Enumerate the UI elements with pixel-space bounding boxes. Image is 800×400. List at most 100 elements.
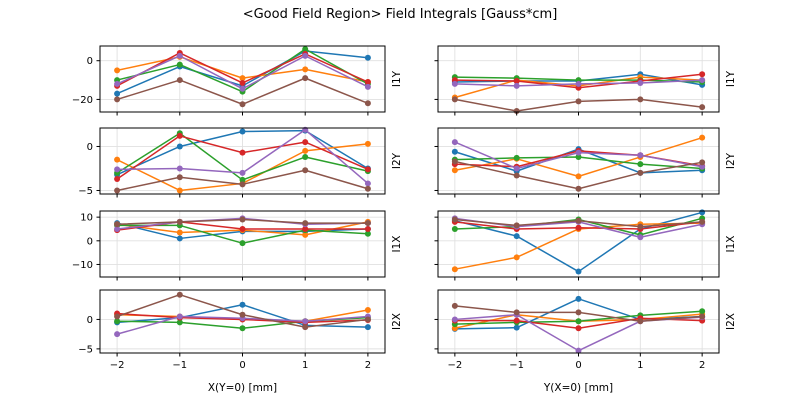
marker-series-4 <box>114 331 121 338</box>
y-tick-label: 0 <box>87 142 93 153</box>
marker-series-4 <box>239 85 246 92</box>
subplot-i2y-vs-x: 0 −5 I2Y <box>78 126 403 198</box>
marker-series-2 <box>575 318 582 325</box>
marker-series-4 <box>575 347 582 354</box>
marker-series-5 <box>239 101 246 108</box>
marker-series-1 <box>239 75 246 82</box>
row-label-i1x: I1X <box>725 236 737 253</box>
marker-series-2 <box>176 319 183 326</box>
row-label-i1y: I1Y <box>391 70 403 87</box>
marker-series-0 <box>114 90 121 97</box>
y-tick-label: 0 <box>87 236 93 247</box>
marker-series-5 <box>302 220 309 227</box>
marker-series-5 <box>451 96 458 103</box>
marker-series-4 <box>575 80 582 87</box>
y-tick-label: 10 <box>80 213 93 224</box>
x-tick-label: −1 <box>509 360 524 371</box>
marker-series-5 <box>575 309 582 316</box>
marker-series-4 <box>176 165 183 172</box>
marker-series-3 <box>513 317 520 324</box>
marker-series-5 <box>451 302 458 309</box>
marker-series-5 <box>364 316 371 323</box>
marker-series-5 <box>114 96 121 103</box>
marker-series-4 <box>575 149 582 156</box>
y-tick-label: −5 <box>78 186 93 197</box>
y-tick-label: −10 <box>72 260 93 271</box>
marker-series-4 <box>637 152 644 159</box>
marker-series-1 <box>114 67 121 74</box>
marker-series-4 <box>451 80 458 87</box>
marker-series-4 <box>239 169 246 176</box>
marker-series-1 <box>302 66 309 73</box>
subplot-i2y-vs-y: I2Y <box>434 127 737 198</box>
marker-series-3 <box>239 149 246 156</box>
marker-series-4 <box>364 180 371 187</box>
marker-series-1 <box>699 134 706 141</box>
x-tick-label: 2 <box>365 360 371 371</box>
marker-series-5 <box>637 318 644 325</box>
marker-series-5 <box>637 96 644 103</box>
row-label-i2y: I2Y <box>725 152 737 169</box>
marker-series-1 <box>176 187 183 194</box>
marker-series-4 <box>176 313 183 320</box>
marker-series-0 <box>176 143 183 150</box>
x-axis-label: X(Y=0) [mm] <box>208 382 277 394</box>
marker-series-0 <box>513 233 520 240</box>
subplot-i2x-vs-x: −2 −1 0 1 2 0 −5 I2X X(Y=0) [mm] <box>78 289 403 394</box>
subplot-i1x-vs-x: 10 0 −10 I1X <box>72 210 403 281</box>
marker-series-5 <box>176 174 183 181</box>
marker-series-2 <box>239 176 246 183</box>
marker-series-2 <box>302 46 309 53</box>
row-label-i2y: I2Y <box>391 152 403 169</box>
y-tick-label: 0 <box>87 56 93 67</box>
marker-series-0 <box>239 128 246 135</box>
marker-series-3 <box>239 225 246 232</box>
figure-title: <Good Field Region> Field Integrals [Gau… <box>242 7 558 22</box>
marker-series-5 <box>513 108 520 115</box>
marker-series-5 <box>513 309 520 316</box>
marker-series-4 <box>302 318 309 325</box>
x-tick-label: −1 <box>172 360 187 371</box>
marker-series-1 <box>302 231 309 238</box>
marker-series-5 <box>176 77 183 84</box>
marker-series-5 <box>302 75 309 82</box>
marker-series-2 <box>699 308 706 315</box>
marker-series-4 <box>699 163 706 170</box>
marker-series-4 <box>364 83 371 90</box>
marker-series-2 <box>451 225 458 232</box>
marker-series-5 <box>451 216 458 223</box>
marker-series-2 <box>364 230 371 237</box>
marker-series-3 <box>699 71 706 78</box>
marker-series-5 <box>364 185 371 192</box>
marker-series-2 <box>239 240 246 247</box>
marker-series-1 <box>451 167 458 174</box>
x-tick-label: 2 <box>699 360 705 371</box>
subplot-i2x-vs-y: −2 −1 0 1 2 I2X Y(X=0) [mm] <box>434 289 737 394</box>
marker-series-1 <box>364 307 371 314</box>
marker-series-4 <box>513 165 520 172</box>
x-tick-label: 1 <box>302 360 308 371</box>
marker-series-4 <box>451 316 458 323</box>
marker-series-0 <box>699 209 706 216</box>
marker-series-4 <box>114 80 121 87</box>
marker-series-5 <box>699 159 706 166</box>
marker-series-0 <box>239 301 246 308</box>
marker-series-2 <box>114 318 121 325</box>
marker-series-2 <box>302 154 309 161</box>
subplot-i1y-vs-x: 0 −20 I1Y <box>72 45 403 116</box>
marker-series-0 <box>575 268 582 275</box>
marker-series-3 <box>513 78 520 85</box>
marker-series-0 <box>176 235 183 242</box>
marker-series-5 <box>575 98 582 105</box>
marker-series-5 <box>637 223 644 230</box>
row-label-i1y: I1Y <box>725 70 737 87</box>
marker-series-5 <box>239 311 246 318</box>
marker-series-5 <box>513 222 520 229</box>
marker-series-3 <box>575 224 582 231</box>
subplot-i1x-vs-y: I1X <box>434 209 737 281</box>
marker-series-5 <box>114 187 121 194</box>
x-axis-label: Y(X=0) [mm] <box>543 382 613 394</box>
marker-series-5 <box>176 291 183 298</box>
marker-series-0 <box>364 324 371 331</box>
